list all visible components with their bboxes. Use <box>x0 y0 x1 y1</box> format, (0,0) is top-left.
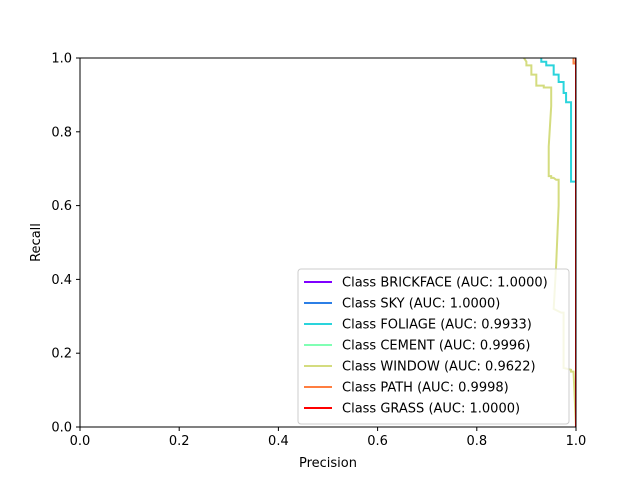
legend: Class BRICKFACE (AUC: 1.0000) Class SKY (… <box>297 268 570 425</box>
x-axis-ticks: 0.0 0.2 0.4 0.6 0.8 1.0 <box>70 427 587 449</box>
y-tick-label: 0.2 <box>51 347 72 362</box>
legend-label-2: Class FOLIAGE (AUC: 0.9933) <box>342 318 532 333</box>
y-tick-label: 0.4 <box>51 273 72 288</box>
x-tick-label: 0.2 <box>169 434 190 449</box>
y-tick-label: 0.0 <box>51 421 72 436</box>
legend-label-5: Class PATH (AUC: 0.9998) <box>342 381 509 396</box>
x-axis-label: Precision <box>299 456 357 471</box>
plot-frame <box>79 57 577 428</box>
legend-label-0: Class BRICKFACE (AUC: 1.0000) <box>342 276 548 291</box>
series-line-5 <box>572 58 576 427</box>
x-tick-label: 1.0 <box>566 434 587 449</box>
x-tick-label: 0.0 <box>70 434 91 449</box>
x-tick-label: 0.4 <box>268 434 289 449</box>
legend-label-3: Class CEMENT (AUC: 0.9996) <box>342 339 530 354</box>
x-tick-label: 0.6 <box>367 434 388 449</box>
series-line-2 <box>540 58 576 427</box>
y-axis-label: Recall <box>29 223 44 262</box>
y-tick-label: 0.6 <box>51 199 72 214</box>
y-tick-label: 1.0 <box>51 52 72 67</box>
legend-label-1: Class SKY (AUC: 1.0000) <box>342 297 500 312</box>
x-tick-label: 0.8 <box>466 434 487 449</box>
legend-box <box>297 268 570 425</box>
legend-label-4: Class WINDOW (AUC: 0.9622) <box>342 360 536 375</box>
legend-label-6: Class GRASS (AUC: 1.0000) <box>342 402 520 417</box>
y-tick-label: 0.8 <box>51 125 72 140</box>
y-axis-ticks: 0.0 0.2 0.4 0.6 0.8 1.0 <box>51 52 80 436</box>
